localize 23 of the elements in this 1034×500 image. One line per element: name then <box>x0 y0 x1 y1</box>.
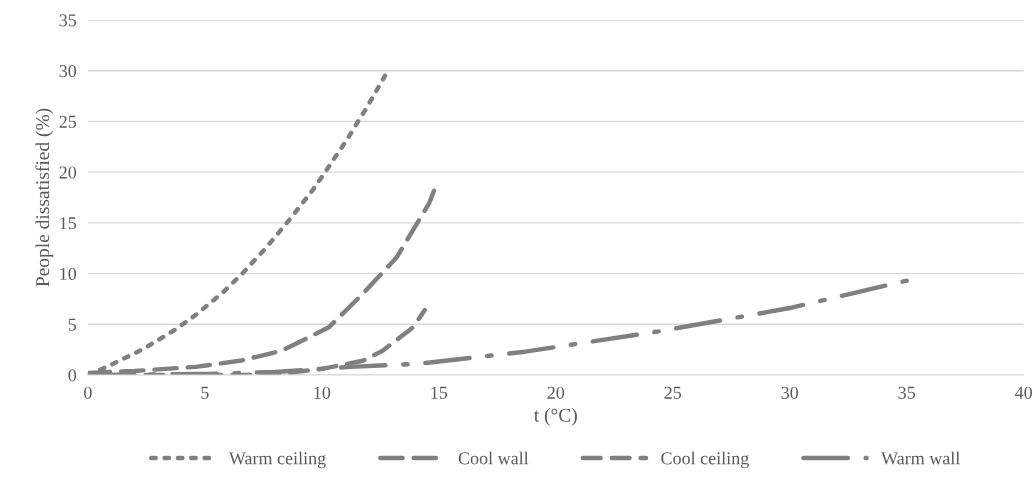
legend-label: Warm ceiling <box>228 451 326 469</box>
y-tick-label: 5 <box>68 318 77 331</box>
y-tick-label: 20 <box>59 166 77 179</box>
y-tick-label: 25 <box>59 115 77 128</box>
legend-label: Cool wall <box>458 451 529 465</box>
x-tick-label: 5 <box>201 386 209 399</box>
y-tick-label: 35 <box>59 14 77 27</box>
legend-label: Cool ceiling <box>661 451 749 469</box>
x-tick-label: 0 <box>84 386 92 399</box>
x-tick-label: 10 <box>314 386 331 399</box>
y-tick-label: 15 <box>60 217 77 230</box>
x-tick-label: 25 <box>664 386 682 399</box>
y-tick-label: 0 <box>68 369 77 382</box>
x-tick-label: 15 <box>431 386 448 399</box>
y-tick-label: 10 <box>60 267 77 281</box>
y-tick-label: 30 <box>59 64 77 78</box>
x-tick-label: 20 <box>547 386 565 399</box>
y-axis-title: People dissatisfied (%) <box>35 108 54 287</box>
legend-label: Warm wall <box>881 451 960 465</box>
x-tick-label: 30 <box>781 386 799 399</box>
x-tick-label: 40 <box>1014 386 1032 399</box>
x-axis-title: t (°C) <box>533 408 577 426</box>
x-tick-label: 35 <box>898 386 916 399</box>
